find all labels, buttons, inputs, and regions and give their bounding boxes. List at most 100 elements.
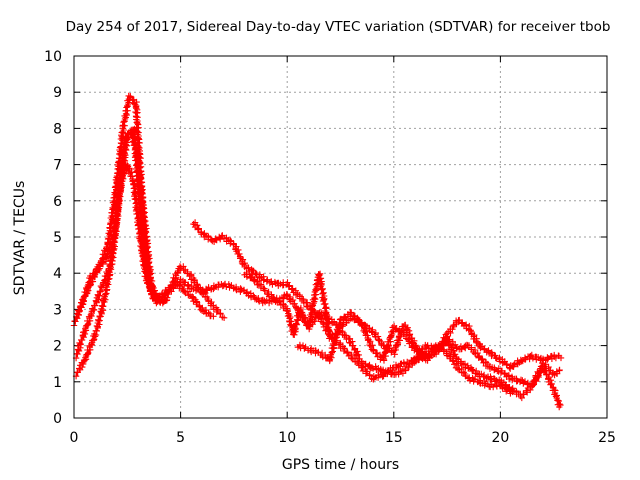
data-point [496, 356, 514, 371]
data-point [190, 294, 204, 313]
data-point [432, 342, 450, 357]
data-point [465, 322, 483, 350]
data-point [198, 286, 215, 309]
data-point [455, 316, 470, 332]
y-tick-label: 4 [53, 266, 62, 282]
data-point [401, 357, 418, 374]
data-point [336, 309, 354, 324]
data-point [325, 319, 344, 363]
data-point [230, 240, 248, 268]
data-point [209, 302, 226, 321]
y-tick-label: 8 [53, 121, 62, 137]
data-point [93, 256, 110, 274]
y-tick-label: 3 [53, 302, 62, 318]
x-tick-label: 10 [278, 430, 296, 446]
grid-lines [74, 56, 607, 418]
data-point [453, 356, 471, 371]
data-point [497, 382, 514, 397]
data-point [99, 256, 116, 305]
data-point [551, 351, 563, 362]
x-axis-label: GPS time / hours [281, 457, 400, 473]
data-point [380, 324, 397, 364]
data-point [130, 180, 144, 241]
x-tick-label: 20 [491, 430, 509, 446]
data-point [557, 354, 565, 362]
data-point [72, 329, 89, 362]
data-point [220, 314, 228, 321]
data-point [208, 232, 225, 245]
data-point [127, 93, 138, 107]
data-point [134, 153, 148, 221]
data-point [337, 341, 355, 360]
data-point [72, 356, 89, 380]
data-point [400, 331, 419, 351]
data-point [556, 403, 563, 411]
data-point [304, 271, 323, 333]
data-point [123, 161, 137, 185]
data-point [507, 357, 525, 372]
data-point [110, 170, 125, 240]
data-point [188, 272, 204, 295]
data-point [117, 136, 129, 176]
x-tick-label: 25 [598, 430, 616, 446]
data-point [519, 377, 536, 390]
data-point [210, 313, 217, 320]
data-point [136, 232, 151, 284]
data-point [443, 348, 460, 371]
data-point [172, 281, 187, 294]
data-point [119, 92, 133, 134]
x-tick-label: 15 [385, 430, 403, 446]
y-tick-label: 7 [53, 158, 62, 174]
data-point [252, 269, 268, 284]
data-point [83, 268, 101, 296]
data-point [89, 284, 105, 313]
data-point [284, 279, 300, 299]
y-tick-label: 6 [53, 194, 62, 210]
data-point [411, 345, 429, 360]
series-track-3 [72, 161, 217, 380]
series-track-6 [241, 269, 564, 411]
chart-title: Day 254 of 2017, Sidereal Day-to-day VTE… [65, 19, 611, 35]
x-tick-label: 0 [70, 430, 79, 446]
series-track-5 [190, 219, 565, 383]
x-tick-label: 5 [176, 430, 185, 446]
data-series [70, 92, 565, 411]
data-point [475, 352, 493, 370]
data-point [464, 342, 482, 361]
y-tick-label: 5 [53, 230, 62, 246]
data-point [283, 291, 300, 312]
data-point [80, 332, 99, 365]
data-point [487, 380, 503, 391]
data-point [370, 346, 386, 363]
y-tick-label: 10 [44, 49, 62, 65]
y-tick-label: 2 [53, 339, 62, 355]
data-point [315, 270, 330, 312]
plot-frame [73, 55, 608, 419]
series-track-7 [294, 309, 514, 397]
data-point [294, 291, 311, 310]
data-point [369, 326, 385, 349]
data-point [102, 234, 118, 262]
data-point [454, 362, 472, 382]
data-point [497, 367, 513, 383]
data-point [517, 352, 534, 365]
data-point [539, 352, 556, 364]
data-point [241, 269, 258, 284]
data-point [348, 309, 365, 327]
y-tick-label: 0 [53, 411, 62, 427]
data-point [466, 374, 482, 386]
data-point [549, 386, 564, 409]
data-point [476, 341, 492, 356]
y-tick-label: 1 [53, 375, 62, 391]
tick-labels: 0 5 10 15 20 25 0 1 2 3 4 5 6 7 8 9 10 [44, 49, 616, 446]
y-axis-label: SDTVAR / TECUs [12, 180, 28, 296]
y-tick-label: 9 [53, 85, 62, 101]
data-point [556, 366, 563, 374]
data-point [274, 279, 290, 289]
data-point [163, 296, 171, 304]
data-point [507, 388, 514, 395]
data-point [91, 298, 108, 339]
data-point [140, 214, 155, 282]
series-track-4 [75, 129, 171, 318]
